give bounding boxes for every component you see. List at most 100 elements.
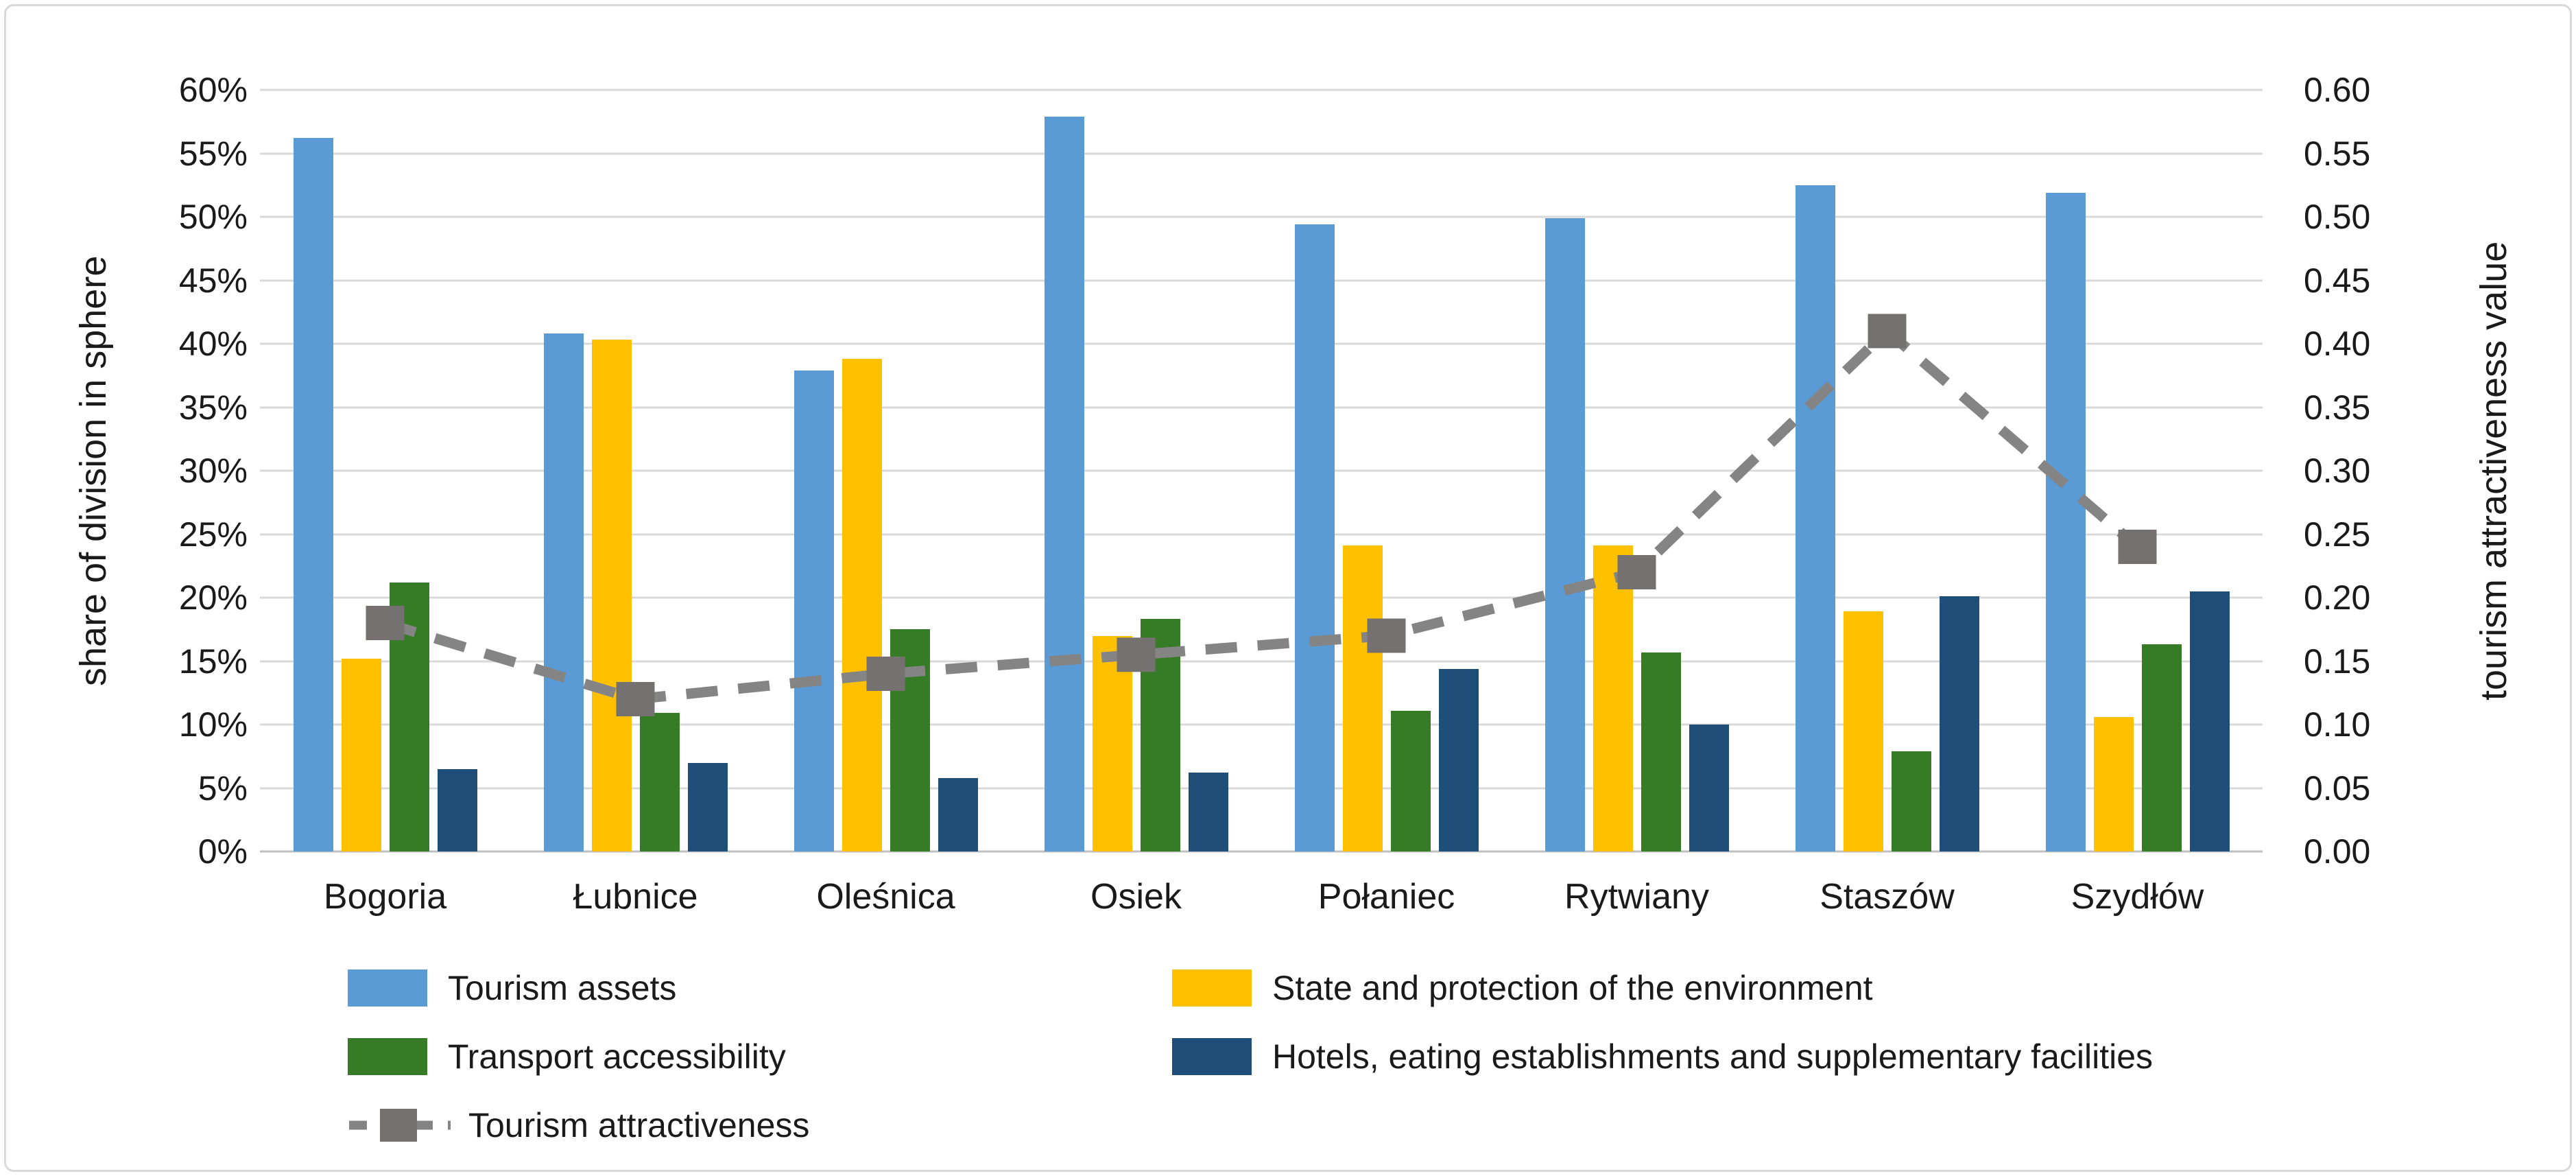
bar-hotels-eating-establishments-and-supplem xyxy=(1689,725,1729,851)
left-axis-tick-label: 5% xyxy=(198,768,248,808)
gridline xyxy=(260,279,2263,281)
right-axis-tick-label: 0.20 xyxy=(2304,578,2371,617)
gridline xyxy=(260,533,2263,535)
gridline xyxy=(260,850,2263,853)
line-marker-square xyxy=(2118,530,2157,564)
left-tick-labels: 0% 5% 10% 15% 20% 25% 30% 35% 40% 45% 50% 55% 60% xyxy=(102,71,248,871)
legend-label-transport: Transport accessibility xyxy=(448,1037,786,1076)
legend-item-hotels: Hotels, eating establishments and supple… xyxy=(1172,1032,2153,1081)
category-label-bogoria: Bogoria xyxy=(323,877,447,917)
left-axis-tick-label: 60% xyxy=(178,71,248,109)
line-marker-square xyxy=(1617,555,1656,589)
gridline xyxy=(260,89,2263,91)
gridline xyxy=(260,215,2263,218)
bar-hotels-eating-establishments-and-supplem xyxy=(687,762,728,851)
legend-item-tourism-attractiveness: Tourism attractiveness xyxy=(348,1101,809,1150)
line-marker-square xyxy=(866,657,905,691)
tourism-attractiveness-line xyxy=(366,314,2157,716)
category-label-ubnice: Łubnice xyxy=(573,877,698,917)
gridline xyxy=(260,660,2263,662)
bar-tourism-assets xyxy=(794,370,834,851)
bar-tourism-assets xyxy=(1294,224,1335,851)
bar-tourism-assets xyxy=(1795,185,1835,851)
line-marker-square xyxy=(616,682,655,716)
left-axis-tick-label: 10% xyxy=(178,705,248,744)
right-axis-tick-label: 0.50 xyxy=(2304,198,2371,236)
bar-state-and-protection-of-the-environment xyxy=(842,359,882,851)
legend-label-tourism-attractiveness: Tourism attractiveness xyxy=(468,1106,810,1144)
gridline xyxy=(260,152,2263,154)
right-axis-tick-label: 0.30 xyxy=(2304,451,2371,490)
category-label-rytwiany: Rytwiany xyxy=(1564,877,1709,917)
legend-label-tourism-assets: Tourism assets xyxy=(448,969,677,1007)
bar-state-and-protection-of-the-environment xyxy=(1593,545,1633,851)
right-tick-labels: 0.00 0.05 0.10 0.15 0.20 0.25 0.30 0.35 0.40 0.45… xyxy=(2304,71,2461,871)
bar-state-and-protection-of-the-environment xyxy=(341,658,381,851)
bar-hotels-eating-establishments-and-supplem xyxy=(1939,596,1979,851)
bar-tourism-assets xyxy=(1545,217,1585,851)
left-axis-tick-label: 15% xyxy=(178,642,248,681)
right-axis-tick-label: 0.25 xyxy=(2304,515,2371,554)
line-marker-square xyxy=(366,606,405,640)
right-axis-tick-label: 0.05 xyxy=(2304,768,2371,808)
category-label-po-aniec: Połaniec xyxy=(1317,877,1455,917)
legend-swatch-transport xyxy=(348,1038,427,1075)
left-axis-tick-label: 45% xyxy=(178,261,248,300)
right-axis-tick-label: 0.60 xyxy=(2304,71,2371,109)
category-axis-labels: Bogoria Łubnice Oleśnica Osiek Połaniec Rytwi… xyxy=(260,876,2263,920)
left-axis-tick-label: 30% xyxy=(178,451,248,490)
left-axis-tick-label: 40% xyxy=(178,325,248,363)
bar-group-po-aniec xyxy=(1261,90,1512,851)
bar-tourism-assets xyxy=(293,138,333,851)
gridline xyxy=(260,406,2263,408)
bar-transport-accessibility xyxy=(1390,710,1431,851)
right-axis-tick-label: 0.55 xyxy=(2304,134,2371,173)
legend-item-transport: Transport accessibility xyxy=(348,1032,786,1081)
gridline xyxy=(260,787,2263,789)
right-axis-tick-label: 0.10 xyxy=(2304,705,2371,744)
right-axis-tick-label: 0.15 xyxy=(2304,642,2371,681)
left-axis-tick-label: 20% xyxy=(178,578,248,617)
bar-hotels-eating-establishments-and-supplem xyxy=(2189,591,2230,851)
bar-group-bogoria xyxy=(260,90,510,851)
category-label-ole-nica: Oleśnica xyxy=(816,877,955,917)
legend-label-hotels: Hotels, eating establishments and supple… xyxy=(1272,1037,2154,1076)
chart-frame: share of division in sphere tourism attr… xyxy=(4,4,2572,1172)
bar-hotels-eating-establishments-and-supplem xyxy=(1188,773,1228,851)
plot-area xyxy=(260,89,2263,853)
legend-swatch-environment xyxy=(1172,969,1252,1007)
bar-state-and-protection-of-the-environment xyxy=(591,340,632,851)
bar-tourism-assets xyxy=(2045,192,2086,851)
dashed-line-square-marker-icon xyxy=(349,1109,451,1142)
right-axis-tick-label: 0.45 xyxy=(2304,261,2371,300)
left-axis-tick-label: 0% xyxy=(198,832,248,871)
left-axis-tick-label: 25% xyxy=(178,515,248,554)
line-marker-square xyxy=(1868,314,1907,349)
legend-swatch-hotels xyxy=(1172,1038,1252,1075)
right-axis-title: tourism attractiveness value xyxy=(2473,241,2514,701)
gridline xyxy=(260,723,2263,726)
bar-group-ubnice xyxy=(510,90,761,851)
category-label-szyd-w: Szydłów xyxy=(2071,877,2204,917)
left-axis-tick-label: 35% xyxy=(178,388,248,427)
right-axis-tick-label: 0.40 xyxy=(2304,325,2371,363)
bar-state-and-protection-of-the-environment xyxy=(1342,545,1383,851)
bar-group-ole-nica xyxy=(761,90,1011,851)
line-marker-square xyxy=(1367,618,1406,653)
legend: Tourism assets State and protection of t… xyxy=(6,963,2570,1169)
bar-tourism-assets xyxy=(1044,116,1084,851)
bar-state-and-protection-of-the-environment xyxy=(1843,611,1883,851)
legend-label-environment: State and protection of the environment xyxy=(1272,969,1873,1007)
bar-transport-accessibility xyxy=(639,713,680,851)
bar-transport-accessibility xyxy=(2141,644,2182,851)
gridline xyxy=(260,342,2263,345)
line-marker-square xyxy=(1117,637,1156,672)
bar-group-stasz-w xyxy=(1762,90,2012,851)
right-axis-tick-label: 0.00 xyxy=(2304,832,2371,871)
bar-group-osiek xyxy=(1011,90,1261,851)
right-axis-tick-label: 0.35 xyxy=(2304,388,2371,427)
bar-hotels-eating-establishments-and-supplem xyxy=(938,777,978,851)
legend-item-environment: State and protection of the environment xyxy=(1172,963,1873,1013)
bar-transport-accessibility xyxy=(1641,652,1681,851)
gridline xyxy=(260,596,2263,599)
